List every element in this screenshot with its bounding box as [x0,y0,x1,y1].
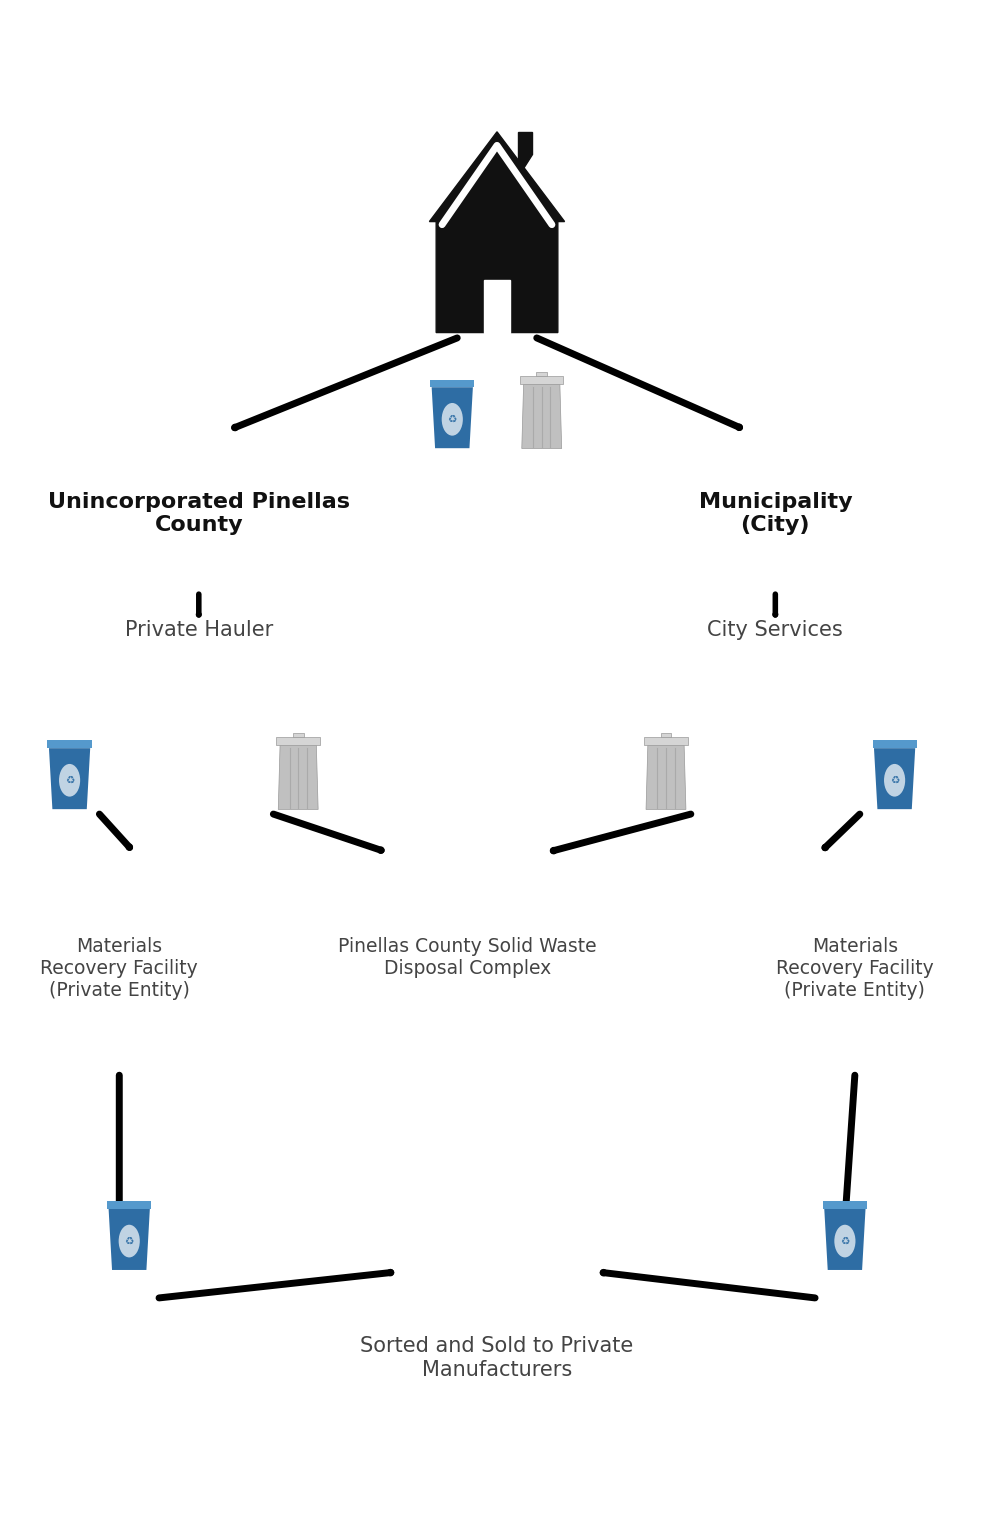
Polygon shape [824,1209,866,1270]
Bar [644,737,688,745]
Bar [293,733,303,737]
Text: ♻: ♻ [65,776,75,785]
Text: Municipality
(City): Municipality (City) [699,492,852,535]
Text: ♻: ♻ [890,776,900,785]
Polygon shape [874,748,915,809]
Text: Unincorporated Pinellas
County: Unincorporated Pinellas County [48,492,350,535]
Bar [430,379,474,387]
Polygon shape [518,132,533,177]
Polygon shape [49,748,90,809]
Bar [484,281,510,333]
Circle shape [118,1224,140,1258]
Text: ♻: ♻ [447,415,457,424]
Polygon shape [431,387,473,449]
Polygon shape [429,132,565,333]
Circle shape [441,402,463,436]
Bar [873,740,916,748]
Circle shape [59,763,81,797]
Text: ♻: ♻ [840,1236,850,1246]
Text: Sorted and Sold to Private
Manufacturers: Sorted and Sold to Private Manufacturers [361,1336,633,1379]
Text: Private Hauler: Private Hauler [124,619,273,641]
Polygon shape [278,745,318,809]
Text: Materials
Recovery Facility
(Private Entity): Materials Recovery Facility (Private Ent… [776,937,933,1000]
Polygon shape [522,384,562,449]
Text: City Services: City Services [708,619,843,641]
Text: Materials
Recovery Facility
(Private Entity): Materials Recovery Facility (Private Ent… [41,937,198,1000]
Text: ♻: ♻ [124,1236,134,1246]
Bar [661,733,671,737]
Bar [520,376,564,384]
Circle shape [884,763,906,797]
Bar [48,740,91,748]
Polygon shape [108,1209,150,1270]
Bar [276,737,320,745]
Bar [107,1201,151,1209]
Bar [537,372,547,376]
Text: Pinellas County Solid Waste
Disposal Complex: Pinellas County Solid Waste Disposal Com… [338,937,596,978]
Polygon shape [646,745,686,809]
Bar [823,1201,867,1209]
Circle shape [834,1224,856,1258]
